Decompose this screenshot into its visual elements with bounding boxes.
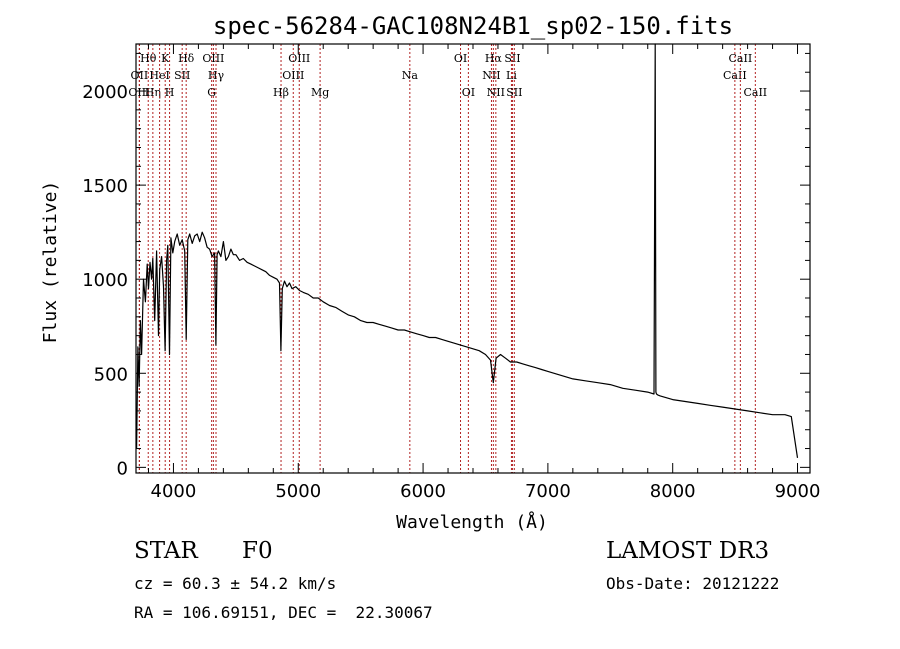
line-label: NII bbox=[482, 69, 500, 82]
line-label: K bbox=[161, 52, 170, 65]
line-label: OIII bbox=[282, 69, 304, 82]
line-label: OII bbox=[131, 69, 149, 82]
line-label: OIII bbox=[128, 86, 150, 99]
x-tick-label: 9000 bbox=[775, 481, 821, 502]
x-tick-label: 8000 bbox=[650, 481, 696, 502]
y-tick-label: 1500 bbox=[82, 176, 128, 197]
line-label: H bbox=[165, 86, 175, 99]
x-tick-label: 5000 bbox=[275, 481, 321, 502]
line-label: Hγ bbox=[208, 69, 225, 82]
y-tick-label: 2000 bbox=[82, 82, 128, 103]
x-tick-label: 4000 bbox=[151, 481, 197, 502]
x-tick-label: 6000 bbox=[400, 481, 446, 502]
line-label: Hα bbox=[485, 52, 503, 65]
object-subclass: F0 bbox=[242, 538, 273, 564]
ra-dec-coordinates: RA = 106.69151, DEC = 22.30067 bbox=[134, 603, 433, 622]
spectrum-line bbox=[136, 43, 799, 458]
line-label: Hη bbox=[145, 86, 161, 99]
line-label: Hδ bbox=[178, 52, 195, 65]
line-label: Li bbox=[506, 69, 517, 82]
line-label: Mg bbox=[311, 86, 329, 99]
line-label: Hθ bbox=[140, 52, 157, 65]
y-tick-label: 500 bbox=[94, 364, 128, 385]
line-label: HeI bbox=[149, 69, 169, 82]
spectrum-series bbox=[136, 43, 799, 458]
line-label: CaII bbox=[729, 52, 753, 65]
object-class: STAR bbox=[134, 538, 198, 564]
line-label: SII bbox=[506, 86, 522, 99]
spectral-line-markers: OII OIII Hθ Hη HeI K H SII Hδ G OIII Hγ Hβ OIII OIII Mg… bbox=[128, 44, 767, 473]
line-label: NII bbox=[487, 86, 505, 99]
line-label: OIII bbox=[202, 52, 224, 65]
y-axis-label: Flux (relative) bbox=[40, 181, 61, 344]
redshift-velocity: cz = 60.3 ± 54.2 km/s bbox=[134, 574, 337, 593]
chart-title: spec-56284-GAC108N24B1_sp02-150.fits bbox=[213, 12, 733, 40]
y-tick-label: 1000 bbox=[82, 270, 128, 291]
x-axis-ticks: 4000 5000 6000 7000 8000 9000 bbox=[147, 44, 821, 502]
y-axis-ticks: 0 500 1000 1500 2000 bbox=[82, 52, 810, 479]
survey-name: LAMOST DR3 bbox=[606, 538, 770, 564]
line-label: SII bbox=[174, 69, 190, 82]
spectrum-chart: spec-56284-GAC108N24B1_sp02-150.fits OII… bbox=[40, 12, 821, 533]
line-label: Hβ bbox=[273, 86, 289, 99]
line-label: SII bbox=[504, 52, 520, 65]
line-label: OI bbox=[454, 52, 467, 65]
line-label: CaII bbox=[723, 69, 747, 82]
line-label: OI bbox=[462, 86, 475, 99]
observation-date: Obs-Date: 20121222 bbox=[606, 574, 780, 593]
line-label: CaII bbox=[743, 86, 767, 99]
line-label: OIII bbox=[288, 52, 310, 65]
y-tick-label: 0 bbox=[117, 458, 128, 479]
line-label: G bbox=[207, 86, 216, 99]
x-tick-label: 7000 bbox=[525, 481, 571, 502]
x-axis-label: Wavelength (Å) bbox=[396, 511, 548, 533]
line-label: Na bbox=[402, 69, 419, 82]
plot-frame bbox=[135, 43, 811, 474]
